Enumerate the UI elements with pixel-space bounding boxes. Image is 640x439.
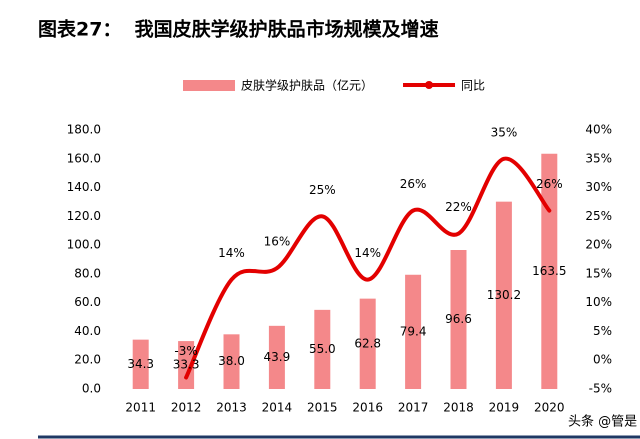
y2-tick-label: 35%: [585, 151, 612, 165]
x-tick-label: 2012: [171, 401, 202, 415]
y2-tick-label: 25%: [585, 209, 612, 223]
y-tick-label: 40.0: [74, 324, 101, 338]
y2-tick-label: -5%: [589, 382, 612, 396]
line-value-label: 14%: [218, 246, 245, 260]
bar-value-label: 55.0: [309, 342, 336, 356]
y2-tick-label: 30%: [585, 180, 612, 194]
y-tick-label: 20.0: [74, 353, 101, 367]
line-value-label: 26%: [400, 177, 427, 191]
bar-value-label: 38.0: [218, 354, 245, 368]
line-value-label: 16%: [264, 235, 291, 249]
bar-value-label: 79.4: [400, 324, 427, 338]
x-tick-label: 2015: [307, 401, 338, 415]
y-tick-label: 60.0: [74, 295, 101, 309]
line-value-label: 25%: [309, 183, 336, 197]
y-tick-label: 180.0: [67, 123, 101, 137]
bar-value-label: 43.9: [264, 350, 291, 364]
bar: [359, 298, 376, 389]
x-tick-label: 2014: [262, 401, 293, 415]
x-tick-label: 2020: [534, 401, 565, 415]
y-tick-label: 100.0: [67, 238, 101, 252]
y-tick-label: 160.0: [67, 151, 101, 165]
legend-swatch: [183, 80, 235, 91]
line: [184, 156, 552, 380]
bar-value-label: 62.8: [354, 336, 381, 350]
legend-marker: [425, 81, 434, 89]
line-value-label: 26%: [536, 177, 563, 191]
y2-tick-label: 15%: [585, 266, 612, 280]
legend-label: 同比: [461, 79, 485, 93]
bar: [450, 250, 467, 389]
bar: [223, 334, 240, 389]
bar: [541, 153, 558, 389]
x-tick-label: 2019: [489, 401, 520, 415]
x-tick-label: 2013: [216, 401, 247, 415]
x-tick-label: 2018: [443, 401, 474, 415]
bar-value-label: 130.2: [487, 288, 521, 302]
bar: [314, 309, 331, 389]
watermark: 头条 @管是: [568, 414, 637, 430]
y2-tick-label: 40%: [585, 123, 612, 137]
bar-value-label: 34.3: [127, 357, 154, 371]
y-tick-label: 0.0: [82, 382, 101, 396]
line-value-label: -3%: [174, 344, 197, 358]
line-value-label: 14%: [354, 246, 381, 260]
y-tick-label: 120.0: [67, 209, 101, 223]
y2-tick-label: 0%: [593, 353, 612, 367]
chart-title: 图表27： 我国皮肤学级护肤品市场规模及增速: [38, 18, 439, 41]
y-tick-label: 80.0: [74, 266, 101, 280]
bar: [132, 339, 149, 389]
x-tick-label: 2011: [125, 401, 156, 415]
y2-tick-label: 20%: [585, 238, 612, 252]
legend-label: 皮肤学级护肤品（亿元）: [241, 78, 373, 93]
x-tick-label: 2016: [352, 401, 383, 415]
bar-value-label: 33.3: [173, 358, 200, 372]
line-value-label: 35%: [491, 125, 518, 139]
bar-value-label: 96.6: [445, 312, 472, 326]
y-tick-label: 140.0: [67, 180, 101, 194]
bar: [405, 274, 422, 389]
bar: [178, 341, 195, 389]
bar: [268, 325, 285, 389]
line-value-label: 22%: [445, 200, 472, 214]
x-tick-label: 2017: [398, 401, 429, 415]
bar-value-label: 163.5: [532, 264, 566, 278]
y2-tick-label: 5%: [593, 324, 612, 338]
bar: [495, 201, 512, 389]
y2-tick-label: 10%: [585, 295, 612, 309]
